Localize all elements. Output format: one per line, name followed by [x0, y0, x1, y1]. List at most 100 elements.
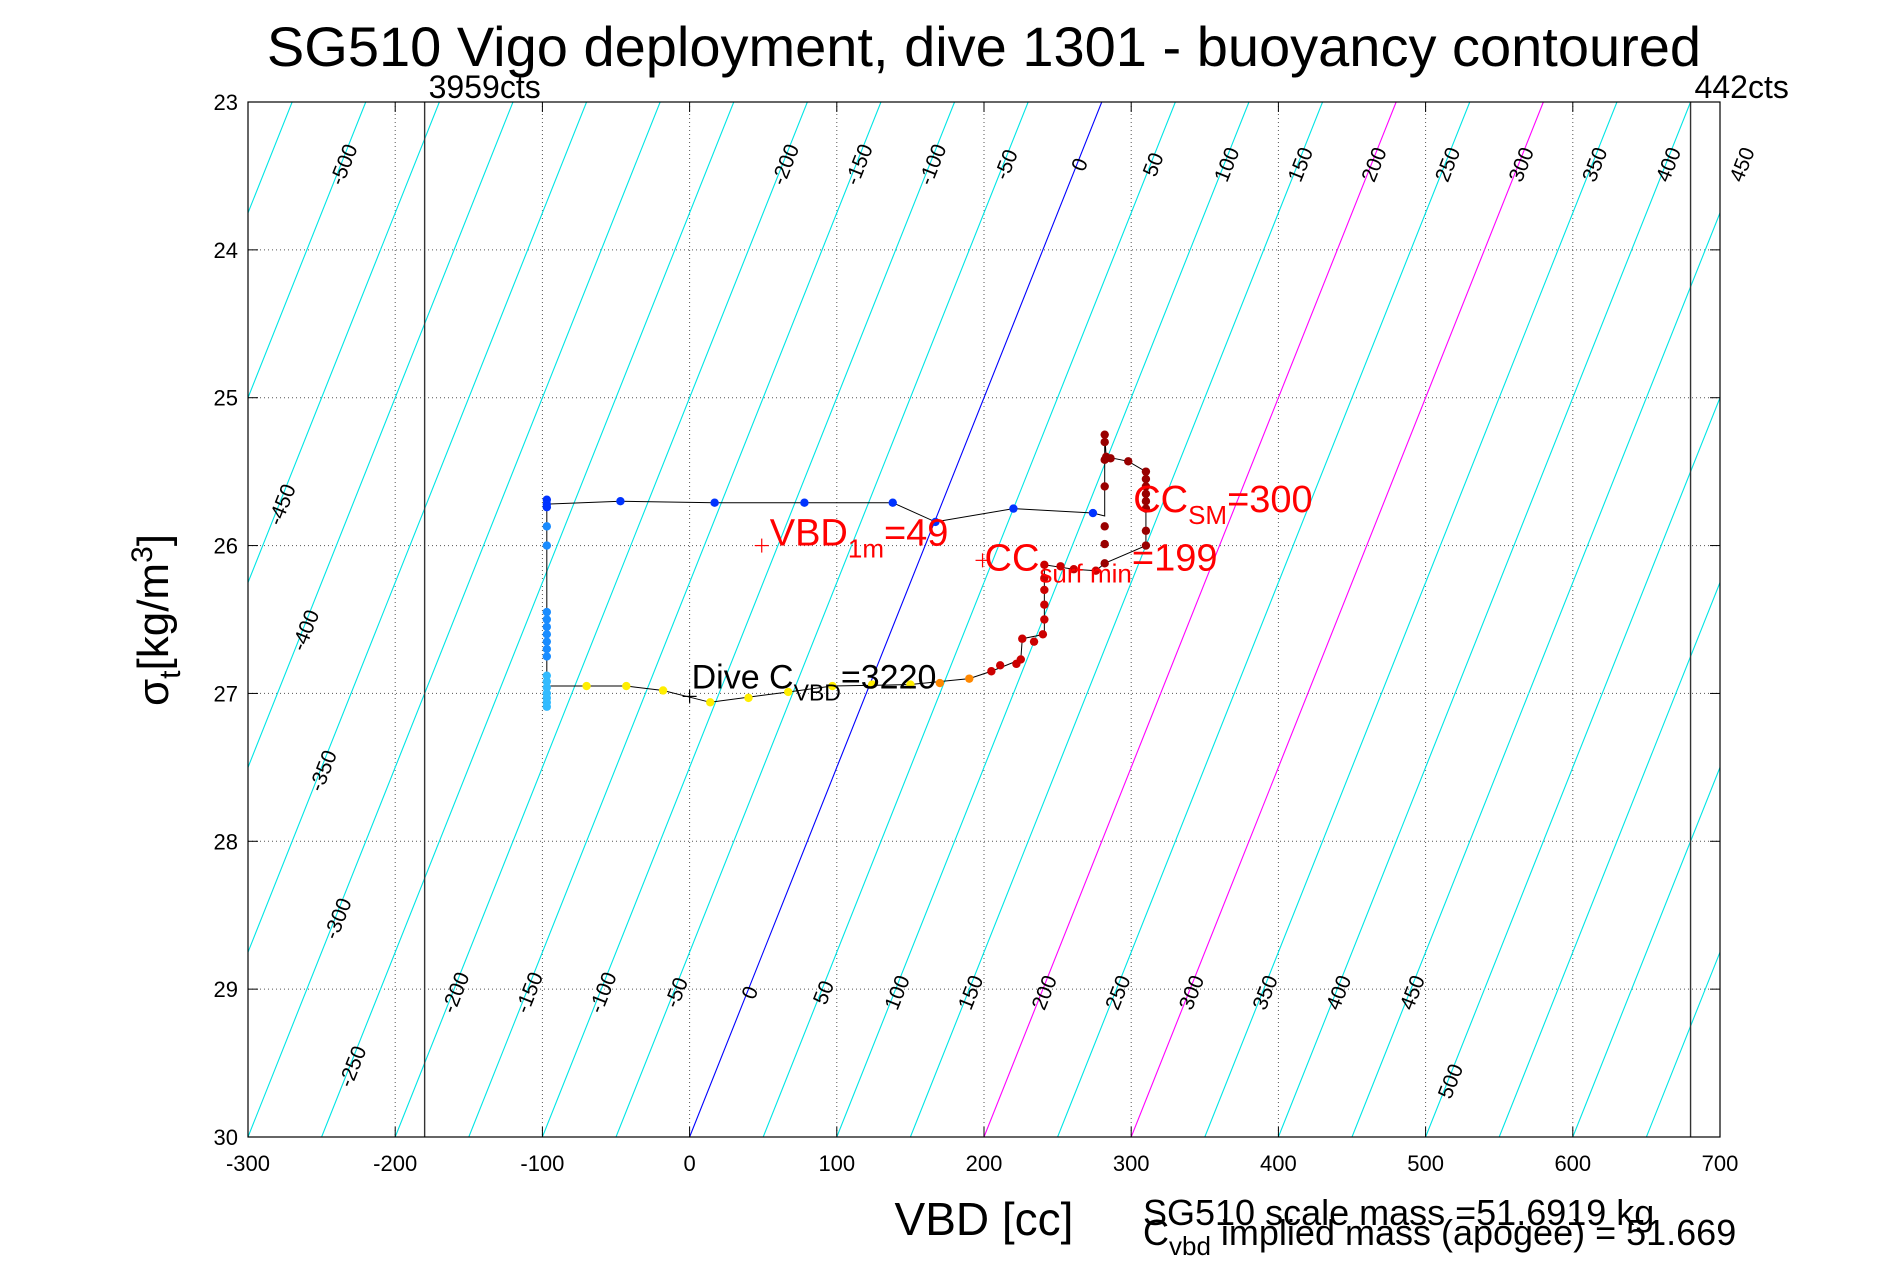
data-point: [542, 637, 552, 646]
data-point: [542, 671, 552, 680]
x-tick-label: 700: [1702, 1151, 1739, 1176]
y-tick-label: 24: [214, 238, 238, 263]
y-tick-label: 26: [214, 534, 238, 559]
data-point: [706, 698, 715, 707]
buoyancy-contour-550: [1498, 581, 1720, 1137]
x-tick-label: -300: [226, 1151, 270, 1176]
dive-points: [542, 430, 1151, 711]
annotation-ccsm: CCSM=300: [1133, 479, 1312, 530]
data-point: [616, 497, 625, 506]
axis-ticks: -300 -200 -100 0 100 200 300 400 500 600 700232425…: [214, 90, 1739, 1176]
annotation-sub: 1m: [848, 534, 884, 564]
buoyancy-contour-200: [983, 102, 1397, 1137]
contour-label: 50: [809, 978, 839, 1008]
data-point: [1141, 482, 1151, 491]
annotation-sub: VBD: [794, 679, 841, 705]
data-point: [965, 674, 974, 683]
x-axis-label: VBD [cc]: [895, 1193, 1074, 1245]
contour-label: -250: [335, 1043, 372, 1091]
y-axis-label-sub: t: [154, 670, 187, 679]
contour-label: -400: [287, 607, 324, 655]
data-point: [1016, 655, 1025, 664]
annotation-tail: =199: [1132, 537, 1218, 579]
buoyancy-contour--50: [615, 102, 1029, 1137]
contour-label: -200: [438, 969, 475, 1017]
contour-label: -350: [305, 747, 342, 795]
data-point: [542, 630, 552, 639]
buoyancy-contour-500: [1425, 396, 1720, 1137]
data-point: [828, 681, 837, 691]
data-point: [1141, 504, 1151, 513]
data-point: [542, 522, 552, 531]
y-axis-label-main: σ: [129, 679, 178, 706]
x-tick-label: 600: [1554, 1151, 1591, 1176]
contour-labels: -200 -150 -100 -50 0 50 100 150 200 250 300 350 400 4…: [264, 141, 1760, 1102]
contour-label: 250: [1431, 144, 1465, 185]
buoyancy-contour--500: [248, 102, 367, 400]
contour-label: 150: [954, 972, 988, 1013]
data-point: [1091, 566, 1101, 575]
buoyancy-contour-450: [1351, 211, 1720, 1137]
buoyancy-contour-300: [1130, 102, 1544, 1137]
vbd-limit-lines: 3959cts 442cts: [423, 69, 1789, 1137]
data-point: [1141, 497, 1151, 506]
data-point: [1018, 634, 1027, 643]
y-axis-label-sup: 3: [126, 546, 159, 563]
data-point: [906, 680, 915, 689]
contour-label: 300: [1505, 144, 1539, 185]
y-axis-label: σt[kg/m3]: [126, 534, 187, 706]
data-point: [995, 661, 1005, 670]
buoyancy-contour--400: [248, 102, 514, 769]
data-point: [1038, 630, 1048, 639]
buoyancy-contour-650: [1645, 950, 1720, 1137]
data-point: [867, 680, 877, 689]
y-tick-label: 28: [214, 829, 238, 854]
buoyancy-contour-350: [1204, 102, 1618, 1137]
data-point: [784, 687, 793, 697]
data-point: [710, 498, 719, 507]
data-point: [542, 541, 552, 550]
buoyancy-contour-0: [689, 102, 1103, 1137]
contour-label: 0: [1067, 155, 1093, 174]
data-point: [542, 607, 552, 617]
annotation-main: VBD: [770, 513, 848, 555]
data-point: [542, 644, 552, 654]
data-point: [744, 693, 753, 703]
data-point: [1040, 615, 1049, 624]
contour-label: 150: [1284, 144, 1318, 185]
annotation-vbd1m: VBD1m=49: [770, 513, 949, 564]
data-point: [1040, 573, 1049, 583]
data-point: [888, 498, 897, 507]
data-point: [1040, 600, 1049, 609]
buoyancy-contour--150: [468, 102, 882, 1137]
data-point: [1141, 474, 1151, 484]
data-point: [622, 681, 631, 691]
buoyancy-contour-700: [1719, 1135, 1720, 1137]
chart-title: SG510 Vigo deployment, dive 1301 - buoya…: [267, 15, 1701, 78]
contour-label: 50: [1139, 150, 1169, 180]
data-point: [1029, 637, 1039, 646]
contour-label: 250: [1101, 972, 1135, 1013]
buoyancy-contour-150: [909, 102, 1324, 1137]
contour-label: 500: [1434, 1061, 1468, 1102]
data-point: [1100, 559, 1109, 568]
y-tick-label: 27: [214, 681, 238, 706]
data-point: [800, 498, 809, 507]
data-point: [542, 622, 552, 632]
data-point: [1100, 482, 1109, 491]
x-tick-label: 100: [818, 1151, 855, 1176]
contour-label: -150: [841, 141, 878, 189]
implied-mass-main: C: [1143, 1212, 1169, 1253]
data-point: [542, 677, 552, 686]
buoyancy-contour-750: [1794, 102, 1891, 1137]
data-point: [1088, 508, 1098, 518]
buoyancy-contour-50: [762, 102, 1176, 1137]
data-point: [542, 683, 552, 692]
y-tick-label: 30: [214, 1125, 238, 1150]
buoyancy-contour--250: [321, 102, 735, 1137]
annotation-main: CC: [985, 537, 1040, 579]
data-point: [1100, 522, 1109, 531]
implied-mass-text: Cvbd implied mass (apogee) = 51.669: [1143, 1212, 1736, 1261]
